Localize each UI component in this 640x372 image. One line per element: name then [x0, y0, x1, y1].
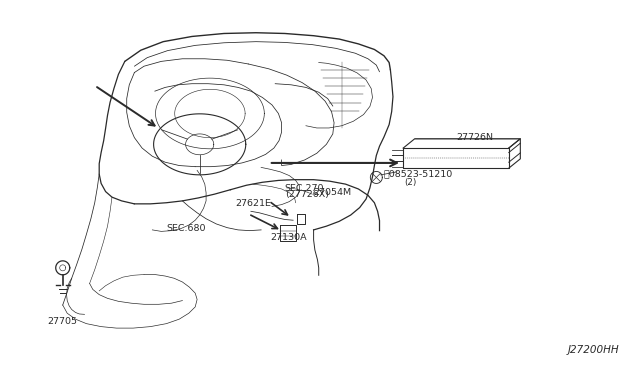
Text: Ⓢ08523-51210: Ⓢ08523-51210: [384, 170, 453, 179]
Text: (27726X): (27726X): [285, 190, 329, 199]
Text: 27621E: 27621E: [236, 199, 271, 208]
Text: J27200HH: J27200HH: [568, 345, 620, 355]
Text: SEC.270: SEC.270: [285, 185, 324, 193]
Text: 27054M: 27054M: [314, 188, 352, 197]
Text: 27705: 27705: [48, 317, 77, 326]
Text: (2): (2): [404, 178, 417, 187]
Text: SEC.680: SEC.680: [166, 224, 206, 233]
Text: 27130A: 27130A: [270, 232, 307, 241]
Text: 27726N: 27726N: [456, 133, 493, 142]
